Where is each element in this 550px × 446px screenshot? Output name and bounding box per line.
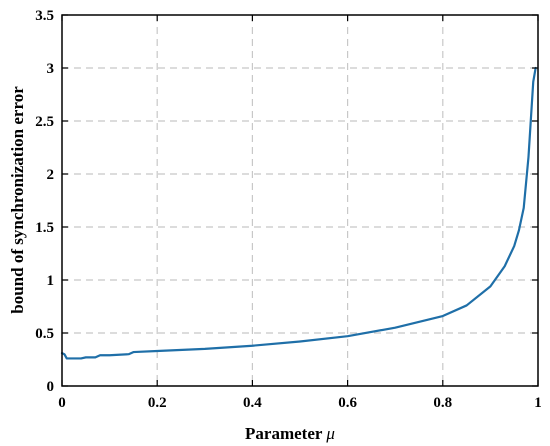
x-axis-label: Parameter μ (245, 424, 335, 443)
x-tick-label: 0.6 (338, 395, 357, 411)
y-tick-label: 2 (47, 167, 55, 183)
y-tick-label: 1 (47, 273, 55, 289)
y-tick-label: 0 (47, 379, 55, 395)
y-tick-label: 0.5 (35, 326, 54, 342)
x-tick-label: 0 (58, 395, 66, 411)
x-tick-label: 0.8 (433, 395, 452, 411)
y-axis-label: bound of synchronization error (8, 86, 27, 314)
x-tick-label: 0.4 (243, 395, 262, 411)
x-tick-label: 1 (534, 395, 542, 411)
y-tick-label: 3 (47, 61, 55, 77)
x-axis-symbol: μ (325, 424, 335, 443)
series-line (60, 66, 537, 360)
y-tick-label: 1.5 (35, 220, 54, 236)
plot-frame (61, 14, 539, 387)
y-tick-label: 2.5 (35, 114, 54, 130)
y-tick-label: 3.5 (35, 8, 54, 24)
y-tick-labels: 0 0.5 1 1.5 2 2.5 3 3.5 (35, 8, 54, 395)
ticks (61, 14, 539, 387)
x-tick-labels: 0 0.2 0.4 0.6 0.8 1 (58, 395, 542, 411)
series-group (60, 66, 537, 360)
x-tick-label: 0.2 (148, 395, 167, 411)
grid (62, 15, 538, 386)
